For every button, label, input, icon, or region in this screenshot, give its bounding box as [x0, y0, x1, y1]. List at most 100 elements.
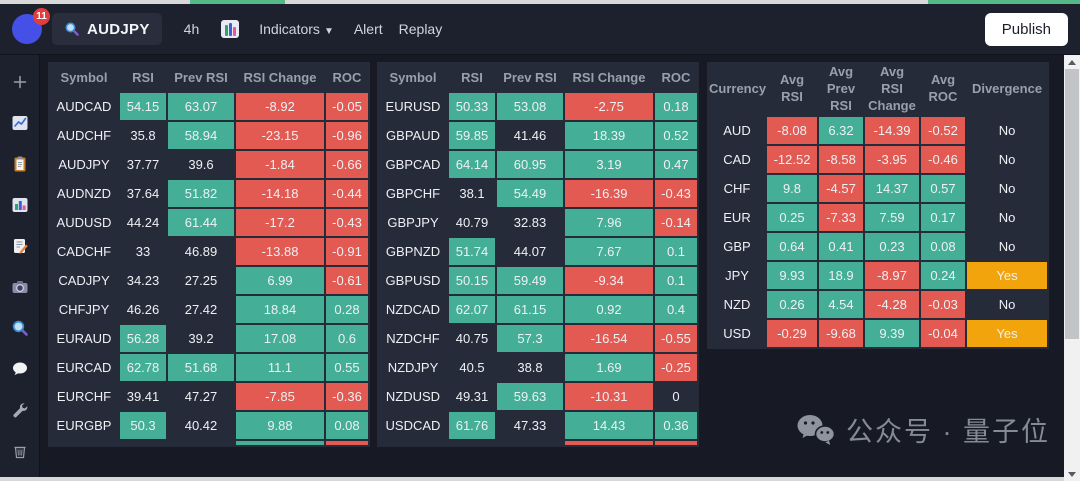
value-cell: 47.33 [495, 410, 565, 441]
interval-button[interactable]: 4h [180, 15, 204, 43]
value-cell: -8.92 [234, 91, 326, 122]
symbol-cell: AUD [707, 114, 767, 146]
value-cell: 0.18 [653, 91, 699, 122]
value-cell: -8.58 [817, 143, 865, 175]
replay-button[interactable]: Replay [395, 15, 447, 43]
table-row: USD -0.29 -9.68 9.39 -0.04 Yes [707, 317, 1049, 349]
symbol-cell: GBP [707, 230, 767, 262]
value-cell: -16.54 [563, 323, 655, 354]
symbol-cell: AUDJPY [48, 149, 120, 180]
table-row: GBPAUD 59.85 41.46 18.39 0.52 [377, 120, 699, 151]
alert-button[interactable]: Alert [350, 15, 387, 43]
scroll-down-arrow-icon[interactable] [1064, 467, 1080, 481]
column-header: Avg Prev RSI [817, 62, 865, 117]
value-cell: 41.46 [495, 120, 565, 151]
table-row: USDCAD 61.76 47.33 14.43 0.36 [377, 410, 699, 441]
symbol-cell: GBPCHF [377, 178, 449, 209]
symbol-cell: GBPUSD [377, 265, 449, 296]
value-cell: 0.64 [765, 230, 819, 262]
clipped-table-row [48, 439, 370, 447]
value-cell: 0.55 [324, 352, 370, 383]
column-header: Symbol [377, 62, 449, 93]
value-cell: 40.79 [447, 207, 497, 238]
scrollbar-thumb[interactable] [1065, 69, 1079, 339]
value-cell: 39.2 [166, 323, 236, 354]
value-cell: No [965, 172, 1049, 204]
table-row: EURUSD 50.33 53.08 -2.75 0.18 [377, 91, 699, 122]
memo-icon[interactable] [5, 231, 35, 261]
value-cell: 0.1 [653, 265, 699, 296]
line-chart-icon[interactable] [5, 108, 35, 138]
chat-icon[interactable] [5, 354, 35, 384]
value-cell: 57.3 [495, 323, 565, 354]
value-cell: -8.97 [863, 259, 921, 291]
table-row: NZD 0.26 4.54 -4.28 -0.03 No [707, 288, 1049, 320]
symbol-search[interactable]: AUDJPY [52, 13, 162, 45]
table-row: GBPJPY 40.79 32.83 7.96 -0.14 [377, 207, 699, 238]
column-header: RSI [447, 62, 497, 93]
table-row: AUDJPY 37.77 39.6 -1.84 -0.66 [48, 149, 370, 180]
value-cell: 51.82 [166, 178, 236, 209]
value-cell: 0.41 [817, 230, 865, 262]
symbol-cell: USD [707, 317, 767, 349]
indicators-button[interactable]: Indicators ▼ [255, 15, 338, 43]
value-cell: 0.6 [324, 323, 370, 354]
value-cell: -2.75 [563, 91, 655, 122]
value-cell: 14.37 [863, 172, 921, 204]
currency-average-panel: Currency Avg RSI Avg Prev RSI Avg RSI Chang… [707, 62, 1049, 349]
scroll-up-arrow-icon[interactable] [1064, 55, 1080, 69]
value-cell: 37.64 [118, 178, 168, 209]
chart-type-icon[interactable] [219, 18, 241, 40]
value-cell: No [965, 114, 1049, 146]
value-cell: 18.39 [563, 120, 655, 151]
content-area: Symbol RSI Prev RSI RSI Change ROC AUDCAD 54.1… [40, 55, 1064, 477]
bar-chart-icon[interactable] [5, 190, 35, 220]
value-cell: -12.52 [765, 143, 819, 175]
value-cell: 0.57 [919, 172, 967, 204]
value-cell: 58.94 [166, 120, 236, 151]
table-row: CHFJPY 46.26 27.42 18.84 0.28 [48, 294, 370, 325]
table-row: AUDUSD 44.24 61.44 -17.2 -0.43 [48, 207, 370, 238]
value-cell: -0.05 [324, 91, 370, 122]
value-cell: -4.28 [863, 288, 921, 320]
account-avatar[interactable]: 11 [12, 8, 50, 44]
top-toolbar: 11 AUDJPY 4h Indicators ▼ Alert Replay Pu… [0, 4, 1080, 55]
value-cell: 50.15 [447, 265, 497, 296]
value-cell: 0.47 [653, 149, 699, 180]
camera-icon[interactable] [5, 272, 35, 302]
symbol-cell: EURCHF [48, 381, 120, 412]
value-cell: 47.27 [166, 381, 236, 412]
value-cell: 3.19 [563, 149, 655, 180]
rsi-table-panel-1: Symbol RSI Prev RSI RSI Change ROC AUDCAD 54.1… [48, 62, 370, 447]
watermark-text: 公众号 · 量子位 [846, 417, 1050, 447]
table-row: JPY 9.93 18.9 -8.97 0.24 Yes [707, 259, 1049, 291]
rsi-pairs-table-1: Symbol RSI Prev RSI RSI Change ROC AUDCAD 54.1… [48, 62, 370, 447]
add-icon[interactable] [5, 67, 35, 97]
value-cell: 17.08 [234, 323, 326, 354]
browser-bottom-edge [0, 477, 1064, 481]
rsi-pairs-table-2: Symbol RSI Prev RSI RSI Change ROC EURUSD 50.3… [377, 62, 699, 447]
symbol-cell: GBPAUD [377, 120, 449, 151]
column-header: RSI [118, 62, 168, 93]
column-header: RSI Change [563, 62, 655, 93]
clipped-table-row [377, 439, 699, 447]
search-icon[interactable] [5, 313, 35, 343]
column-header: Currency [707, 62, 767, 117]
value-cell: 39.6 [166, 149, 236, 180]
value-cell: -7.33 [817, 201, 865, 233]
publish-button[interactable]: Publish [984, 12, 1068, 46]
current-symbol: AUDJPY [87, 20, 150, 38]
value-cell: -14.39 [863, 114, 921, 146]
table-row: CAD -12.52 -8.58 -3.95 -0.46 No [707, 143, 1049, 175]
clipboard-icon[interactable] [5, 149, 35, 179]
wrench-icon[interactable] [5, 395, 35, 425]
symbol-cell: GBPJPY [377, 207, 449, 238]
table-row: CADCHF 33 46.89 -13.88 -0.91 [48, 236, 370, 267]
trash-icon[interactable] [5, 436, 35, 466]
value-cell: 54.49 [495, 178, 565, 209]
symbol-cell: EURUSD [377, 91, 449, 122]
value-cell: -17.2 [234, 207, 326, 238]
value-cell: 44.24 [118, 207, 168, 238]
value-cell [563, 439, 655, 447]
